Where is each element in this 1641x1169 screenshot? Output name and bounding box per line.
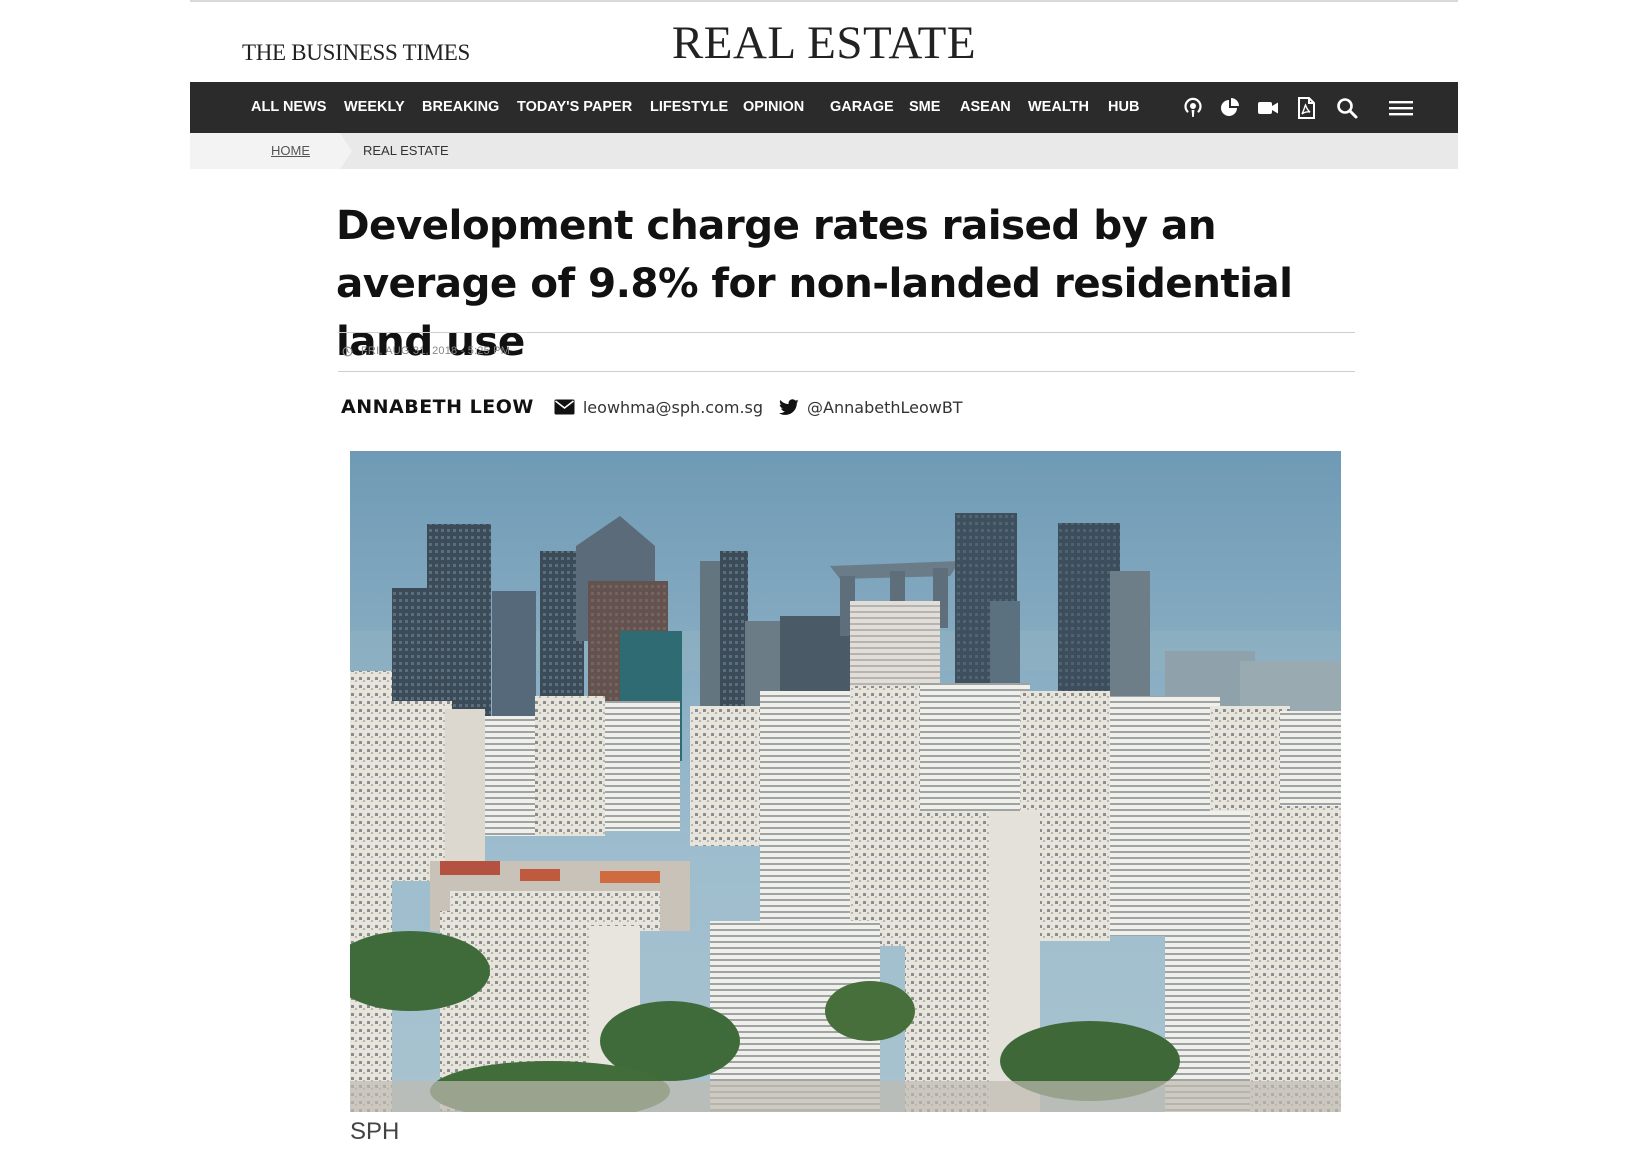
envelope-icon bbox=[554, 399, 575, 415]
nav-item-todays-paper[interactable]: TODAY'S PAPER bbox=[517, 99, 633, 115]
nav-item-weekly[interactable]: WEEKLY bbox=[344, 99, 405, 115]
nav-item-asean[interactable]: ASEAN bbox=[960, 99, 1011, 115]
podcast-icon[interactable] bbox=[1181, 96, 1205, 120]
site-logo[interactable]: THE BUSINESS TIMES bbox=[242, 40, 471, 65]
author-name[interactable]: ANNABETH LEOW bbox=[341, 396, 534, 418]
nav-item-lifestyle[interactable]: LIFESTYLE bbox=[650, 99, 729, 115]
breadcrumb-home-segment bbox=[190, 133, 340, 169]
article-hero-image bbox=[350, 451, 1341, 1112]
nav-item-all-news[interactable]: ALL NEWS bbox=[251, 99, 327, 115]
article-headline: Development charge rates raised by an av… bbox=[336, 201, 1293, 365]
image-caption: SPH bbox=[350, 1118, 400, 1145]
divider-top bbox=[338, 332, 1355, 333]
author-email-link[interactable]: leowhma@sph.com.sg bbox=[582, 397, 764, 417]
pdf-icon[interactable] bbox=[1294, 96, 1318, 120]
breadcrumb-current: REAL ESTATE bbox=[363, 143, 449, 158]
nav-item-breaking[interactable]: BREAKING bbox=[422, 99, 500, 115]
nav-item-garage[interactable]: GARAGE bbox=[830, 99, 894, 115]
author-twitter-link[interactable]: @AnnabethLeowBT bbox=[807, 397, 963, 417]
twitter-icon bbox=[779, 398, 799, 415]
breadcrumb-home-link[interactable]: HOME bbox=[271, 143, 310, 158]
nav-item-sme[interactable]: SME bbox=[909, 99, 941, 115]
video-icon[interactable] bbox=[1256, 96, 1280, 120]
nav-item-hub[interactable]: HUB bbox=[1108, 99, 1140, 115]
main-navbar: ALL NEWS WEEKLY BREAKING TODAY'S PAPER L… bbox=[190, 82, 1458, 133]
divider-bottom bbox=[338, 371, 1355, 372]
section-title: REAL ESTATE bbox=[671, 17, 977, 69]
article-dateline: FRI, AUG 31, 2018 - 5:25 PM bbox=[342, 344, 510, 358]
chart-pie-icon[interactable] bbox=[1218, 96, 1242, 120]
search-icon[interactable] bbox=[1335, 96, 1359, 120]
article-date: FRI, AUG 31, 2018 - 5:25 PM bbox=[361, 345, 511, 357]
breadcrumb-separator bbox=[340, 133, 352, 169]
nav-item-wealth[interactable]: WEALTH bbox=[1028, 99, 1089, 115]
masthead: THE BUSINESS TIMES REAL ESTATE bbox=[190, 2, 1458, 82]
breadcrumb: HOME REAL ESTATE bbox=[190, 133, 1458, 169]
top-rule bbox=[190, 0, 1458, 2]
menu-icon[interactable] bbox=[1388, 96, 1414, 120]
article-byline: ANNABETH LEOW leowhma@sph.com.sg @Annabe… bbox=[341, 395, 963, 419]
clock-icon bbox=[342, 346, 353, 356]
nav-item-opinion[interactable]: OPINION bbox=[743, 99, 805, 115]
